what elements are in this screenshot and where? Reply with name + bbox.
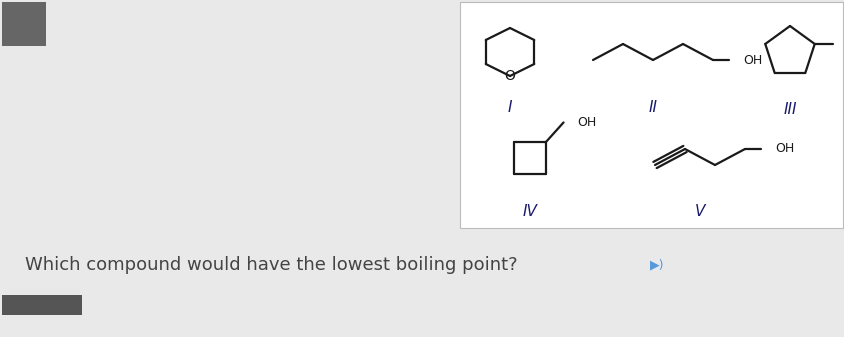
Text: OH: OH: [577, 116, 597, 129]
Text: II: II: [648, 100, 657, 116]
Bar: [2, 295, 82, 315]
Text: III: III: [783, 102, 797, 118]
Text: OH: OH: [775, 143, 794, 155]
Text: ▶): ▶): [650, 258, 664, 272]
Text: I: I: [508, 100, 512, 116]
Text: Which compound would have the lowest boiling point?: Which compound would have the lowest boi…: [25, 256, 517, 274]
Text: V: V: [695, 205, 706, 219]
Text: O: O: [505, 69, 516, 83]
Bar: [2, 2, 46, 46]
Text: OH: OH: [743, 54, 762, 66]
Text: IV: IV: [522, 205, 538, 219]
Bar: [460, 2, 843, 228]
